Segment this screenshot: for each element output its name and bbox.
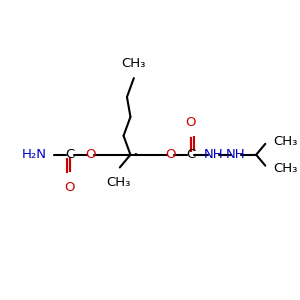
Text: O: O — [186, 116, 196, 129]
Text: NH: NH — [204, 148, 223, 161]
Text: H₂N: H₂N — [21, 148, 46, 161]
Text: CH₃: CH₃ — [274, 135, 298, 148]
Text: CH₃: CH₃ — [122, 57, 146, 70]
Text: C: C — [186, 148, 196, 161]
Text: CH₃: CH₃ — [106, 176, 131, 189]
Text: C: C — [65, 148, 75, 161]
Text: O: O — [65, 181, 75, 194]
Text: •: • — [132, 150, 138, 160]
Text: NH: NH — [226, 148, 246, 161]
Text: CH₃: CH₃ — [274, 161, 298, 175]
Text: O: O — [166, 148, 176, 161]
Text: O: O — [85, 148, 95, 161]
